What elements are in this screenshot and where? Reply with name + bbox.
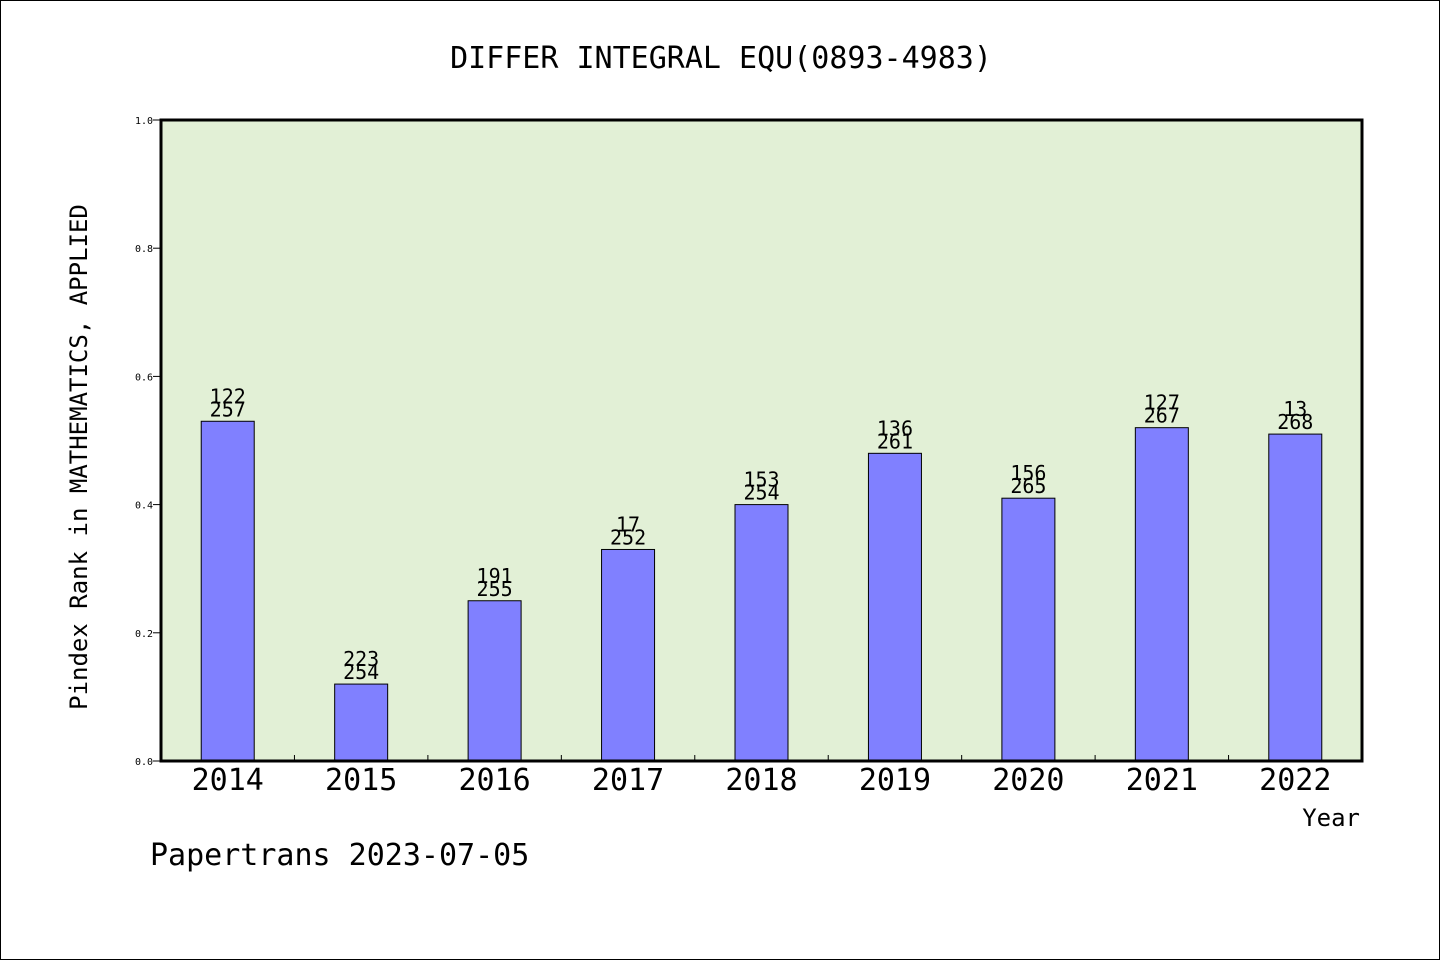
x-tick-label: 2015	[325, 763, 397, 798]
y-tick-label: 0.6	[135, 372, 153, 383]
bar-rank-label: 191	[477, 564, 513, 588]
bar-total-label: 267	[1144, 404, 1180, 428]
x-tick-label: 2018	[725, 763, 797, 798]
y-axis-ticks: 0.0 0.2 0.4 0.6 0.8 1.0	[135, 116, 161, 768]
bar-2018	[734, 504, 789, 762]
bar-labels-group: 1222572232541912551725215325413626115626…	[210, 384, 1314, 684]
bar-2014	[200, 420, 255, 762]
footer-credit: Papertrans 2023-07-05	[150, 838, 529, 873]
bar-rank-label: 13	[1283, 397, 1307, 421]
bar-rank-label: 223	[343, 647, 379, 671]
y-axis-label: Pindex Rank in MATHEMATICS, APPLIED	[65, 204, 93, 710]
bar-rank-label: 127	[1144, 391, 1180, 415]
y-tick-label: 0.4	[135, 501, 153, 512]
bar-2019	[867, 452, 922, 762]
y-tick-label: 0.0	[135, 757, 153, 768]
bar-total-label: 255	[477, 577, 513, 601]
y-tick-label: 1.0	[135, 116, 153, 127]
x-tick-label: 2022	[1259, 763, 1331, 798]
bar-total-label: 257	[210, 397, 246, 421]
x-axis-ticks: 2014 2015 2016 2017 2018 2019 2020 2021 2022	[192, 755, 1331, 798]
bar-2017	[601, 548, 656, 762]
x-tick-label: 2019	[859, 763, 931, 798]
bar-2015	[334, 683, 389, 762]
y-tick-label: 0.2	[135, 629, 153, 640]
bar-total-label: 252	[610, 525, 646, 549]
bar-rank-label: 17	[616, 512, 640, 536]
bar-2016	[467, 600, 522, 762]
bar-2021	[1134, 427, 1189, 762]
bar-rank-label: 136	[877, 416, 913, 440]
plot-border	[159, 118, 1364, 763]
x-axis-label: Year	[1302, 804, 1360, 832]
x-tick-label: 2020	[992, 763, 1064, 798]
bars-group	[200, 420, 1323, 762]
x-tick-label: 2014	[192, 763, 264, 798]
bar-total-label: 254	[743, 481, 779, 505]
chart-title: DIFFER INTEGRAL EQU(0893-4983)	[450, 41, 992, 76]
bar-2022	[1268, 433, 1323, 762]
bar-total-label: 268	[1277, 410, 1313, 434]
bar-rank-label: 122	[210, 384, 246, 408]
y-tick-label: 0.8	[135, 244, 153, 255]
x-tick-label: 2021	[1126, 763, 1198, 798]
bar-rank-label: 156	[1010, 461, 1046, 485]
x-tick-label: 2017	[592, 763, 664, 798]
bar-2020	[1001, 497, 1056, 762]
x-tick-label: 2016	[458, 763, 530, 798]
bar-rank-label: 153	[743, 468, 779, 492]
bar-total-label: 265	[1010, 474, 1046, 498]
bar-total-label: 254	[343, 660, 379, 684]
bar-total-label: 261	[877, 429, 913, 453]
